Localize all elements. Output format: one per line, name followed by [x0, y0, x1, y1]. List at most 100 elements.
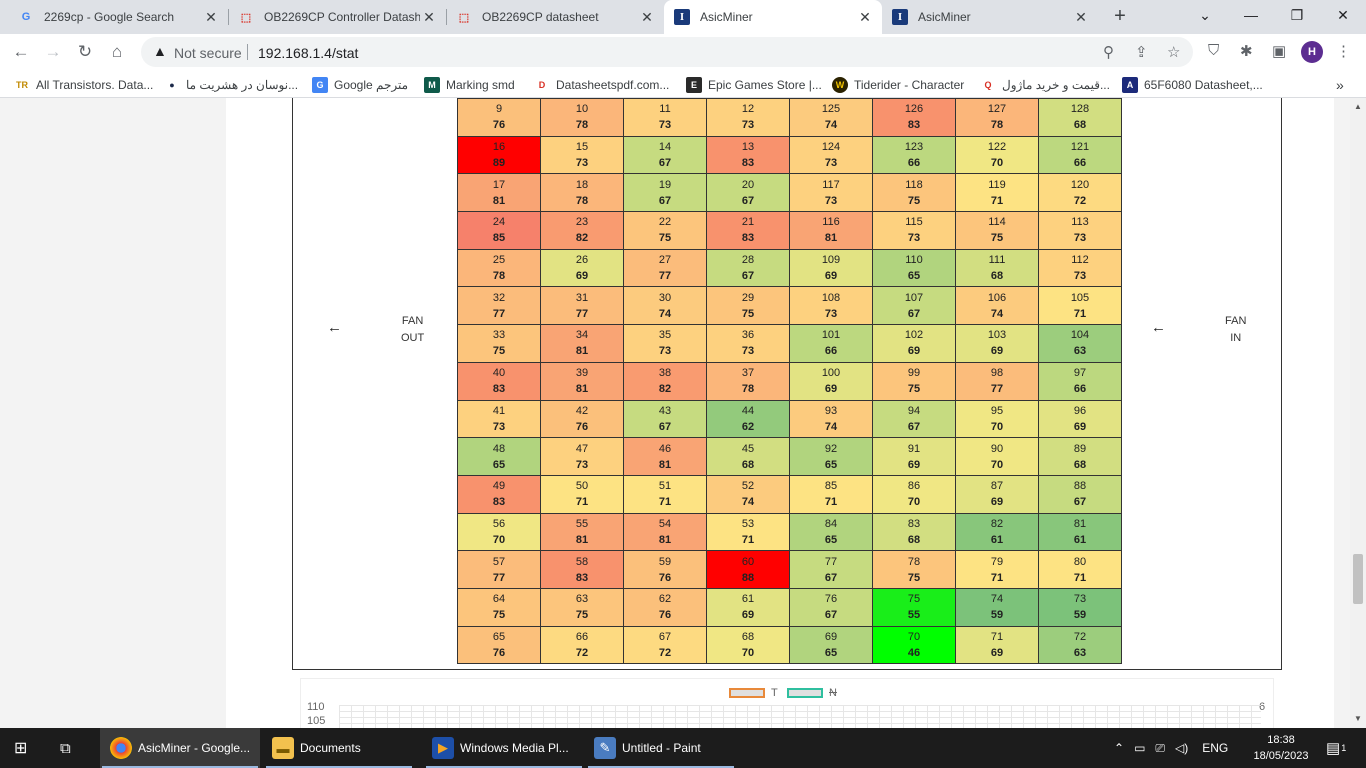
new-tab-button[interactable]: +: [1114, 5, 1126, 27]
battery-icon[interactable]: ▭: [1134, 741, 1146, 755]
task-view-button[interactable]: ⧉: [60, 739, 71, 757]
scroll-down-icon[interactable]: ▼: [1354, 714, 1362, 723]
chip-number: 61: [741, 593, 755, 606]
chip-temperature: 71: [658, 496, 672, 509]
chip-cell: 94 67: [872, 399, 956, 439]
clock[interactable]: 18:38 18/05/2023: [1246, 732, 1316, 764]
profile-avatar[interactable]: H: [1301, 41, 1323, 63]
chip-number: 19: [658, 178, 672, 191]
chip-cell: 44 62: [706, 399, 790, 439]
page-scrollbar[interactable]: ▲ ▼: [1350, 98, 1366, 728]
legend-t[interactable]: T: [729, 687, 778, 699]
extensions-icon[interactable]: ✱: [1240, 43, 1253, 60]
menu-icon[interactable]: ⋮: [1336, 43, 1351, 60]
bookmark-star-icon[interactable]: ☆: [1167, 44, 1181, 61]
bookmark-persian-oscillation[interactable]: ● نوسان در هشریت ما...: [164, 76, 298, 94]
warning-icon[interactable]: ▲: [153, 43, 167, 59]
chip-number: 76: [824, 593, 838, 606]
chip-number: 64: [492, 593, 506, 606]
start-button[interactable]: ⊞: [14, 740, 28, 757]
paint-icon: ✎: [594, 737, 616, 759]
tab-search-button[interactable]: ⌄: [1199, 7, 1211, 23]
chip-number: 16: [492, 141, 506, 154]
chip-temperature: 72: [1073, 194, 1087, 207]
home-button[interactable]: ⌂: [111, 42, 123, 61]
shield-extension-icon[interactable]: ⛉: [1208, 42, 1220, 59]
back-button[interactable]: ←: [12, 42, 30, 61]
close-icon[interactable]: ✕: [205, 8, 217, 25]
chip-temperature: 77: [990, 383, 1004, 396]
bookmark-all-transistors[interactable]: TR All Transistors. Data...: [14, 76, 153, 94]
chip-cell: 35 73: [623, 324, 707, 363]
forward-button[interactable]: →: [44, 42, 62, 61]
hashboard-panel: ← FAN OUT 9 76 10 78 11 73 12 73 125 74 126 83 127 78…: [292, 98, 1282, 670]
network-icon[interactable]: ⎚: [1155, 740, 1166, 755]
chevron-up-icon[interactable]: ⌃: [1114, 741, 1125, 755]
bookmark-google-translate[interactable]: G Google مترجم: [312, 76, 408, 94]
close-icon[interactable]: ✕: [859, 8, 871, 25]
address-bar[interactable]: ▲ Not secure 192.168.1.4/stat ⚲ ⇪ ☆: [141, 37, 1193, 67]
chip-number: 101: [821, 329, 841, 342]
chip-temperature: 81: [824, 232, 838, 245]
language-indicator[interactable]: ENG: [1202, 741, 1229, 755]
zoom-icon[interactable]: ⚲: [1103, 44, 1114, 61]
chip-temperature: 73: [741, 119, 755, 132]
chip-temperature: 71: [990, 194, 1004, 207]
legend-n[interactable]: N: [787, 687, 837, 699]
tab-datasheet[interactable]: ⬚ OB2269CP datasheet ✕: [446, 0, 664, 34]
minimize-button[interactable]: —: [1244, 7, 1258, 23]
chip-number: 59: [658, 555, 672, 568]
chip-number: 124: [821, 141, 841, 154]
legend-label-t: T: [771, 687, 778, 699]
tab-title: 2269cp - Google Search: [44, 10, 175, 24]
omnibox-divider: [247, 44, 248, 60]
bookmark-module-price[interactable]: Q قیمت و خرید ماژول...: [980, 76, 1109, 94]
chip-cell: 82 61: [955, 512, 1039, 552]
bookmark-65f6080[interactable]: A 65F6080 Datasheet,...: [1122, 76, 1263, 94]
bookmarks-overflow-icon[interactable]: »: [1336, 77, 1344, 93]
tab-asicminer-active[interactable]: I AsicMiner ✕: [664, 0, 882, 34]
url-text[interactable]: 192.168.1.4/stat: [258, 45, 359, 61]
close-icon[interactable]: ✕: [641, 8, 653, 25]
chip-temperature: 75: [907, 571, 921, 584]
reload-button[interactable]: ↻: [77, 42, 93, 61]
scroll-up-icon[interactable]: ▲: [1354, 102, 1362, 111]
close-icon[interactable]: ✕: [1075, 8, 1087, 25]
bookmark-icon: M: [424, 77, 440, 93]
volume-icon[interactable]: ◁): [1175, 741, 1189, 755]
close-icon[interactable]: ✕: [423, 8, 435, 25]
chip-number: 85: [824, 480, 838, 493]
chip-cell: 95 70: [955, 399, 1039, 439]
close-window-button[interactable]: ✕: [1337, 7, 1349, 23]
chip-cell: 55 81: [540, 512, 624, 552]
chip-cell: 67 72: [623, 625, 707, 665]
share-icon[interactable]: ⇪: [1135, 44, 1148, 61]
grid-row: 49 83 50 71 51 71 52 74 85 71 86 70 87 69 88 67: [457, 474, 1122, 514]
maximize-button[interactable]: ❐: [1290, 7, 1304, 23]
side-panel-icon[interactable]: ▣: [1272, 43, 1287, 60]
chip-temperature: 61: [990, 533, 1004, 546]
taskbar-media-player[interactable]: ▶ Windows Media Pl...: [424, 728, 584, 768]
bookmark-datasheetspdf[interactable]: D Datasheetspdf.com...: [534, 76, 670, 94]
bookmark-epic-games[interactable]: E Epic Games Store |...: [686, 76, 822, 94]
chip-temperature: 83: [492, 383, 506, 396]
taskbar-chrome[interactable]: AsicMiner - Google...: [100, 728, 260, 768]
chip-cell: 10 78: [540, 98, 624, 137]
tab-google-search[interactable]: G 2269cp - Google Search ✕: [8, 0, 229, 34]
fan-in-line1: FAN: [1225, 315, 1247, 327]
bookmark-tiderider[interactable]: W Tiderider - Character: [832, 76, 964, 94]
bookmark-marking-smd[interactable]: M Marking smd: [424, 76, 515, 94]
tab-controller-datasheet[interactable]: ⬚ OB2269CP Controller Datashe ✕: [228, 0, 447, 34]
legend-label-n: N: [829, 687, 837, 699]
notifications-button[interactable]: ▤ 1: [1326, 728, 1346, 768]
chip-number: 93: [824, 404, 838, 417]
chip-temperature: 75: [907, 194, 921, 207]
chip-number: 118: [905, 178, 923, 191]
tab-asicminer[interactable]: I AsicMiner ✕: [882, 0, 1098, 34]
taskbar-documents[interactable]: ▬ Documents: [264, 728, 414, 768]
chip-number: 78: [907, 555, 921, 568]
security-label[interactable]: Not secure: [174, 45, 242, 61]
scrollbar-thumb[interactable]: [1353, 554, 1363, 604]
taskbar-paint[interactable]: ✎ Untitled - Paint: [586, 728, 736, 768]
chip-cell: 128 68: [1038, 98, 1122, 137]
